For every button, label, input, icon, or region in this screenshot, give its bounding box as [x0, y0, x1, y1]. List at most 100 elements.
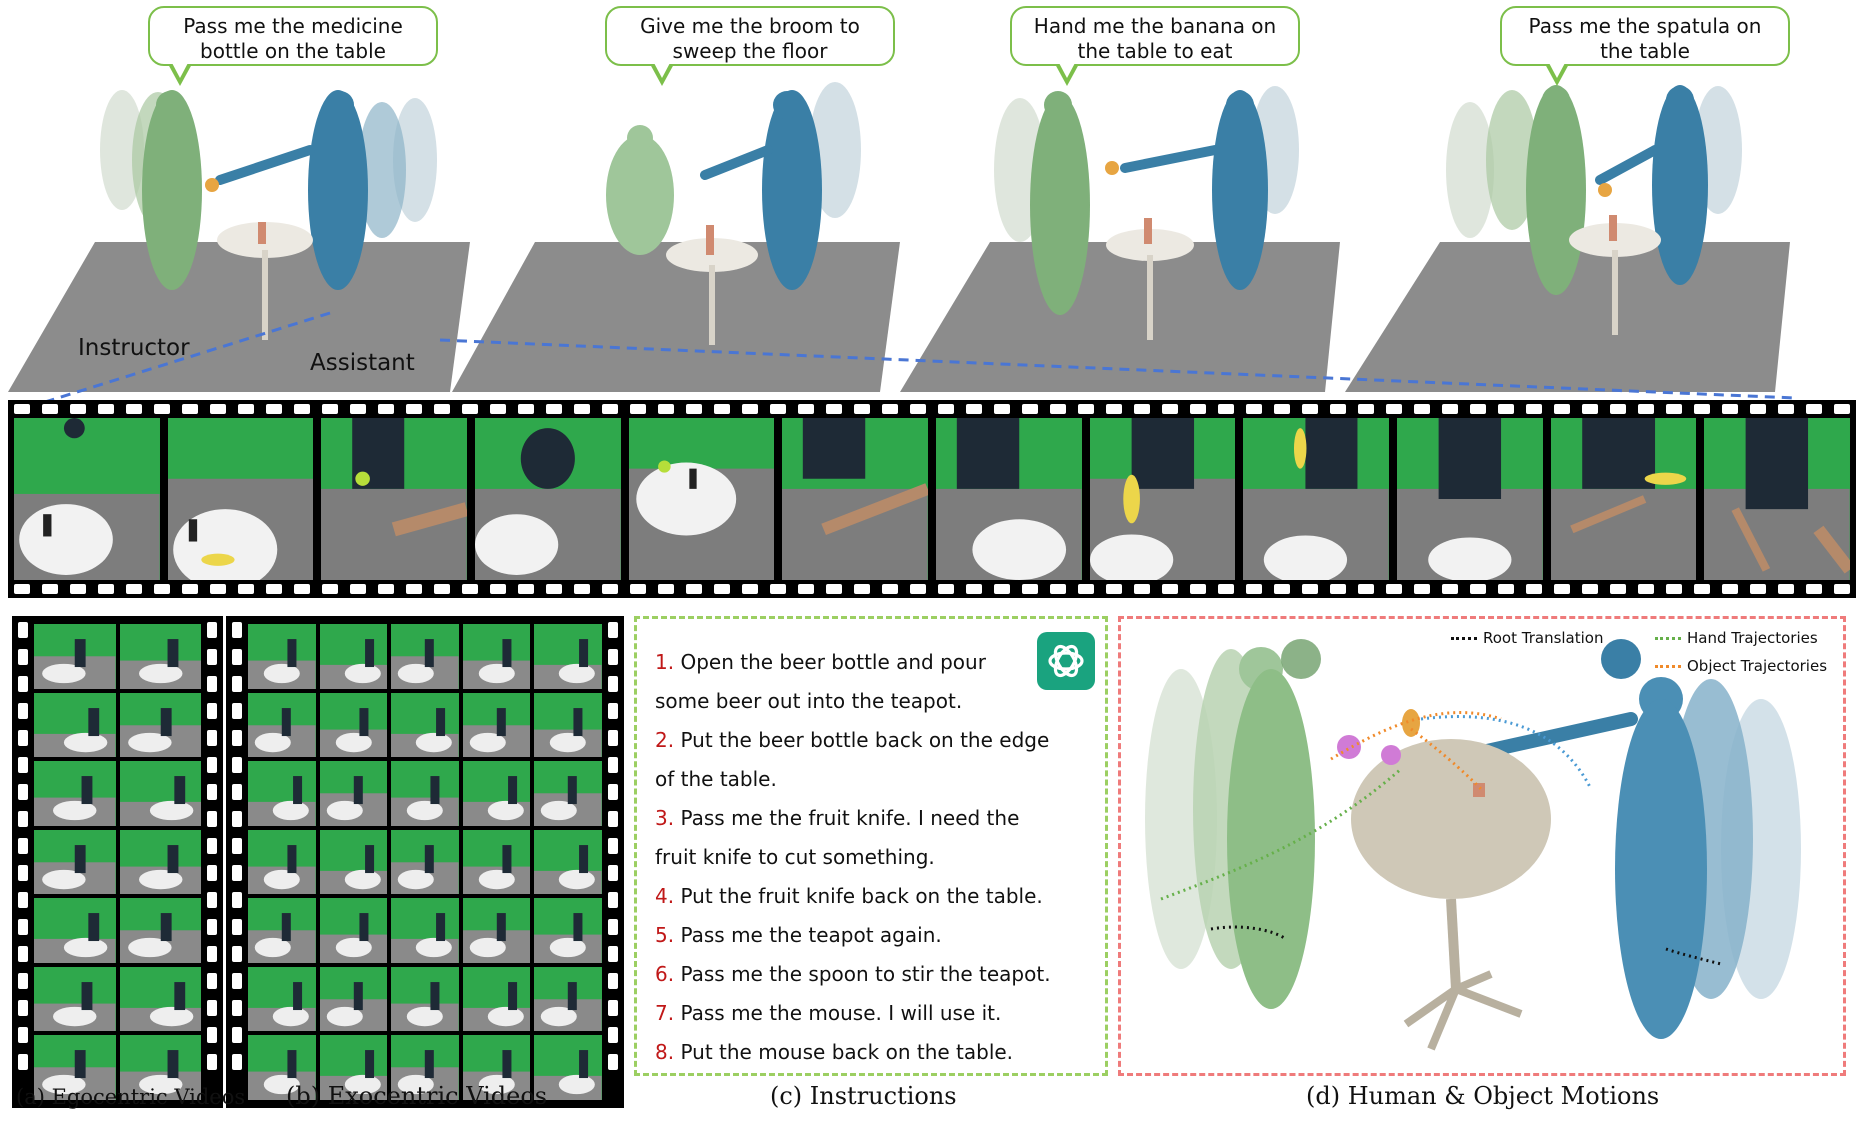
instruction-line: 7. Pass me the mouse. I will use it. [655, 994, 1095, 1033]
video-thumbnail [391, 1035, 459, 1100]
legend-object-label: Object Trajectories [1687, 657, 1828, 675]
instruction-line: some beer out into the teapot. [655, 682, 1095, 721]
video-thumbnail [248, 898, 316, 963]
video-thumbnail [319, 761, 388, 826]
video-thumbnail [34, 1035, 116, 1100]
film-perforations-left [232, 622, 242, 1102]
scene-2-figures [606, 82, 861, 345]
speech-bubble-text: Give me the broom to sweep the floor [640, 14, 860, 63]
video-thumbnail [391, 966, 459, 1032]
speech-bubble-1: Pass me the medicine bottle on the table [148, 6, 438, 66]
video-thumbnail [319, 624, 388, 689]
instruction-text: Put the beer bottle back on the edge [680, 728, 1050, 752]
video-thumbnail [248, 1035, 316, 1100]
video-frame [936, 418, 1082, 580]
instruction-text: Put the mouse back on the table. [680, 1040, 1014, 1064]
scene-3-figures [994, 86, 1299, 340]
video-thumbnail [534, 1035, 602, 1100]
video-frame [1243, 418, 1390, 580]
video-frame [1397, 418, 1543, 580]
video-thumbnail [534, 692, 602, 758]
motion-illustration [1145, 639, 1801, 1051]
instruction-line: 1. Open the beer bottle and pour [655, 643, 1095, 682]
instruction-text: some beer out into the teapot. [655, 689, 963, 713]
egocentric-thumbnail-grid [34, 624, 201, 1100]
video-thumbnail [462, 692, 531, 758]
video-thumbnail [462, 761, 531, 826]
speech-bubble-4: Pass me the spatula on the table [1500, 6, 1790, 66]
instruction-line: 8. Put the mouse back on the table. [655, 1033, 1095, 1072]
instruction-line: 6. Pass me the spoon to stir the teapot. [655, 955, 1095, 994]
video-thumbnail [34, 966, 116, 1032]
video-thumbnail [248, 692, 316, 758]
legend-hand-label: Hand Trajectories [1687, 629, 1818, 647]
instructions-list: 1. Open the beer bottle and pour some bee… [655, 643, 1095, 1072]
instruction-number: 3. [655, 806, 675, 830]
video-thumbnail [534, 898, 602, 963]
video-thumbnail [319, 692, 388, 758]
film-perforations-left [18, 622, 28, 1102]
video-thumbnail [248, 966, 316, 1032]
instruction-text: Put the fruit knife back on the table. [680, 884, 1043, 908]
video-thumbnail [462, 624, 531, 689]
instruction-text: Pass me the teapot again. [680, 923, 942, 947]
scene-4-figures [1446, 85, 1742, 335]
openai-logo-icon [1037, 632, 1095, 690]
video-thumbnail [119, 692, 201, 758]
video-thumbnail [534, 966, 602, 1032]
scene-1-figures [100, 90, 437, 340]
video-frame [1704, 418, 1851, 580]
instruction-line: 3. Pass me the fruit knife. I need the [655, 799, 1095, 838]
instruction-text: fruit knife to cut something. [655, 845, 935, 869]
video-thumbnail [391, 898, 459, 963]
video-thumbnail [534, 624, 602, 689]
video-thumbnail [462, 1035, 531, 1100]
instruction-number: 2. [655, 728, 675, 752]
instruction-number: 4. [655, 884, 675, 908]
video-thumbnail [462, 898, 531, 963]
instruction-text: Open the beer bottle and pour [680, 650, 986, 674]
instructor-label: Instructor [78, 335, 190, 361]
speech-bubble-tail-1 [168, 61, 192, 86]
legend-hand-trajectories: Hand Trajectories [1655, 629, 1818, 647]
video-thumbnail [319, 829, 388, 895]
video-thumbnail [119, 761, 201, 826]
video-frame [475, 418, 621, 580]
caption-egocentric: (a) Egocentric Videos [16, 1085, 246, 1109]
egocentric-filmstrip [8, 400, 1856, 598]
video-thumbnail [391, 624, 459, 689]
video-thumbnail [248, 829, 316, 895]
video-thumbnail [391, 692, 459, 758]
video-thumbnail [391, 829, 459, 895]
instruction-line: of the table. [655, 760, 1095, 799]
instruction-number: 6. [655, 962, 675, 986]
video-frame [167, 418, 314, 580]
video-thumbnail [34, 761, 116, 826]
legend-object-trajectories: Object Trajectories [1655, 657, 1827, 675]
video-thumbnail [534, 761, 602, 826]
filmstrip-perforations-top [14, 404, 1850, 414]
video-frame [321, 418, 468, 580]
scene-row: Pass me the medicine bottle on the table… [0, 0, 1860, 400]
video-thumbnail [34, 692, 116, 758]
filmstrip-frames [14, 418, 1851, 580]
video-thumbnail [34, 829, 116, 895]
film-perforations-right [207, 622, 217, 1102]
video-frame [1089, 418, 1236, 580]
video-frame [14, 418, 160, 580]
speech-bubble-text: Pass me the spatula on the table [1528, 14, 1762, 63]
video-frame [782, 418, 929, 580]
speech-bubble-tail-3 [1055, 61, 1079, 86]
video-frame [1550, 418, 1697, 580]
caption-motions: (d) Human & Object Motions [1306, 1082, 1660, 1110]
speech-bubble-text: Hand me the banana on the table to eat [1033, 14, 1277, 63]
instruction-line: fruit knife to cut something. [655, 838, 1095, 877]
exocentric-thumbnail-grid [248, 624, 602, 1100]
motions-panel: Root Translation Hand Trajectories Objec… [1118, 616, 1846, 1076]
link-line-right [439, 338, 1796, 400]
caption-instructions: (c) Instructions [770, 1082, 957, 1110]
instruction-number: 7. [655, 1001, 675, 1025]
video-thumbnail [248, 761, 316, 826]
video-thumbnail [248, 624, 316, 689]
instruction-text: Pass me the spoon to stir the teapot. [680, 962, 1051, 986]
